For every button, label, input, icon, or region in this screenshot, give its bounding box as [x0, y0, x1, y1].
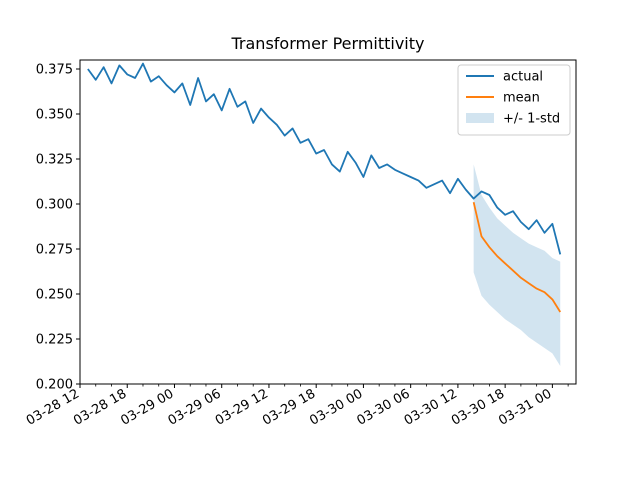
mean-series-line — [472, 201, 562, 313]
legend: actual mean +/- 1-std — [457, 64, 571, 136]
std-band-area — [473, 164, 561, 366]
plot-frame — [79, 59, 577, 385]
actual-series-line — [87, 62, 562, 255]
y-tick-label: 0.250 — [36, 288, 73, 303]
y-tick-label: 0.200 — [36, 378, 73, 393]
legend-box — [457, 64, 571, 136]
y-tick-label: 0.375 — [36, 63, 73, 78]
chart-title: Transformer Permittivity — [231, 34, 425, 53]
y-tick-label: 0.225 — [36, 333, 73, 348]
legend-band-swatch — [466, 113, 494, 123]
series-layer — [87, 62, 562, 313]
std-band-layer — [473, 164, 561, 366]
legend-mean-label: mean — [503, 91, 540, 106]
y-tick-label: 0.275 — [36, 243, 73, 258]
y-tick-label: 0.325 — [36, 153, 73, 168]
y-tick-label: 0.350 — [36, 108, 73, 123]
y-tick-label: 0.300 — [36, 198, 73, 213]
legend-band-label: +/- 1-std — [503, 112, 560, 127]
legend-actual-label: actual — [503, 70, 543, 85]
